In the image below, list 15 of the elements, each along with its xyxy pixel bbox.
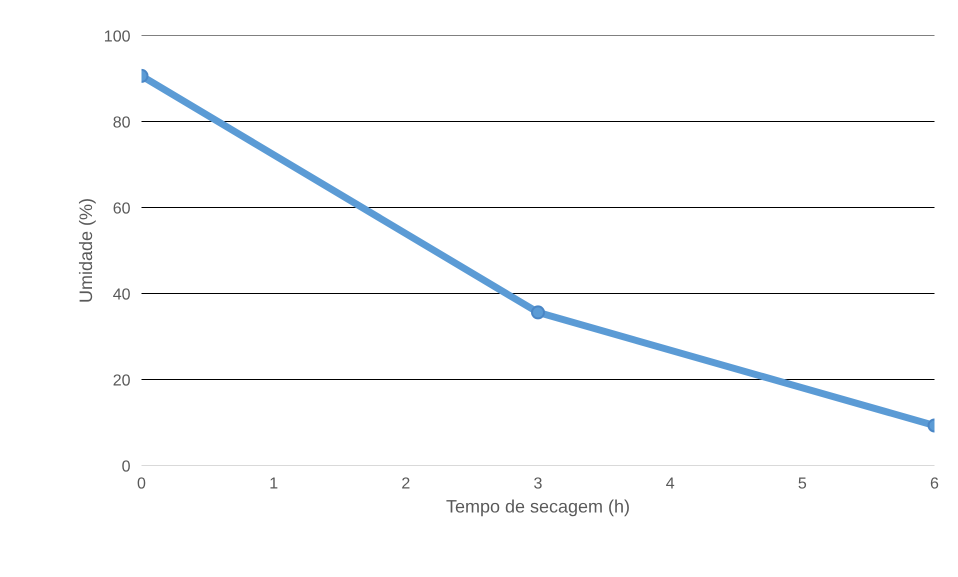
y-tick-label: 100 — [104, 28, 131, 46]
x-tick-label: 3 — [534, 476, 543, 492]
x-tick-label: 2 — [401, 476, 410, 492]
y-tick-label: 0 — [122, 458, 131, 476]
x-tick-label: 4 — [666, 476, 675, 492]
y-axis-title: Umidade (%) — [76, 198, 96, 304]
x-tick-label: 1 — [269, 476, 278, 492]
x-tick-label: 0 — [137, 476, 146, 492]
y-tick-label: 80 — [112, 114, 131, 132]
x-tick-label: 6 — [930, 476, 940, 492]
x-axis-title: Tempo de secagem (h) — [446, 496, 630, 516]
y-tick-label: 20 — [112, 372, 131, 390]
x-tick-label: 5 — [798, 476, 807, 492]
y-tick-label: 60 — [112, 200, 131, 218]
y-tick-label: 40 — [112, 286, 131, 304]
